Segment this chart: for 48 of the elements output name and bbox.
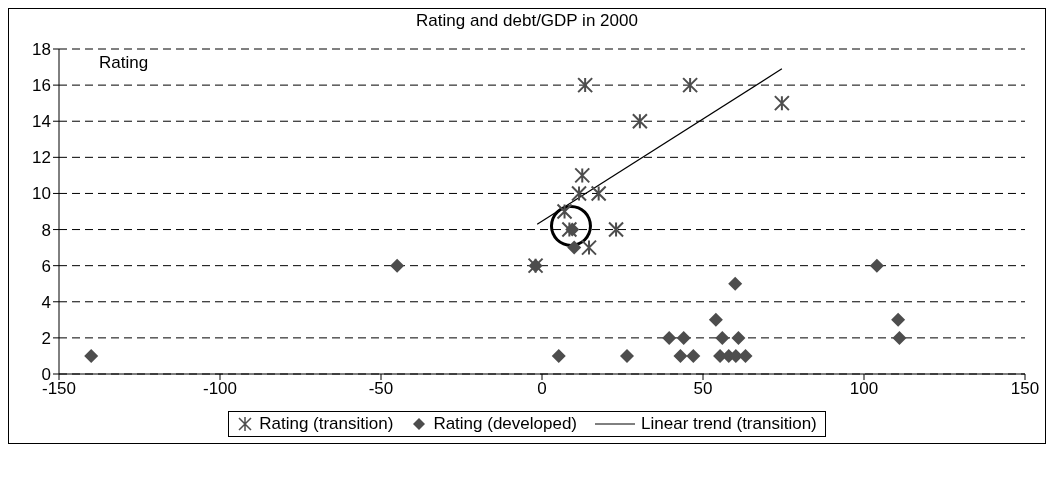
point bbox=[620, 348, 635, 363]
point bbox=[84, 348, 99, 363]
point bbox=[891, 312, 906, 327]
point bbox=[608, 221, 625, 238]
point bbox=[738, 348, 753, 363]
legend-label: Rating (developed) bbox=[433, 414, 578, 434]
point bbox=[551, 348, 566, 363]
point bbox=[715, 330, 730, 345]
y-tick-label: 8 bbox=[41, 220, 51, 240]
y-tick-label: 4 bbox=[41, 292, 51, 312]
x-tick-label: -150 bbox=[41, 379, 77, 399]
x-tick-label: -100 bbox=[202, 379, 238, 399]
x-tick-label: 0 bbox=[537, 379, 547, 399]
point bbox=[676, 330, 691, 345]
point bbox=[567, 240, 582, 255]
y-tick-label: 6 bbox=[41, 256, 51, 276]
point bbox=[708, 312, 723, 327]
y-axis-title: Rating bbox=[99, 53, 149, 73]
point bbox=[631, 113, 648, 130]
chart-title: Rating and debt/GDP in 2000 bbox=[415, 11, 639, 31]
x-tick-label: 50 bbox=[693, 379, 713, 399]
point bbox=[682, 77, 699, 94]
point bbox=[728, 276, 743, 291]
point bbox=[556, 203, 573, 220]
x-tick-label: -50 bbox=[368, 379, 394, 399]
point bbox=[577, 77, 594, 94]
x-tick-label: 150 bbox=[1010, 379, 1040, 399]
x-tick-label: 100 bbox=[849, 379, 879, 399]
legend-label: Linear trend (transition) bbox=[641, 414, 817, 434]
point bbox=[673, 348, 688, 363]
y-tick-label: 12 bbox=[32, 148, 51, 168]
legend-label: Rating (transition) bbox=[259, 414, 394, 434]
point bbox=[662, 330, 677, 345]
y-tick-label: 14 bbox=[32, 112, 51, 132]
point bbox=[590, 185, 607, 202]
point bbox=[773, 95, 790, 112]
point bbox=[869, 258, 884, 273]
point bbox=[686, 348, 701, 363]
point bbox=[571, 185, 588, 202]
y-tick-label: 10 bbox=[32, 184, 51, 204]
point bbox=[574, 167, 591, 184]
y-tick-label: 2 bbox=[41, 328, 51, 348]
y-tick-label: 18 bbox=[32, 40, 51, 60]
point bbox=[731, 330, 746, 345]
point bbox=[581, 239, 598, 256]
point bbox=[390, 258, 405, 273]
point bbox=[892, 330, 907, 345]
y-tick-label: 16 bbox=[32, 76, 51, 96]
